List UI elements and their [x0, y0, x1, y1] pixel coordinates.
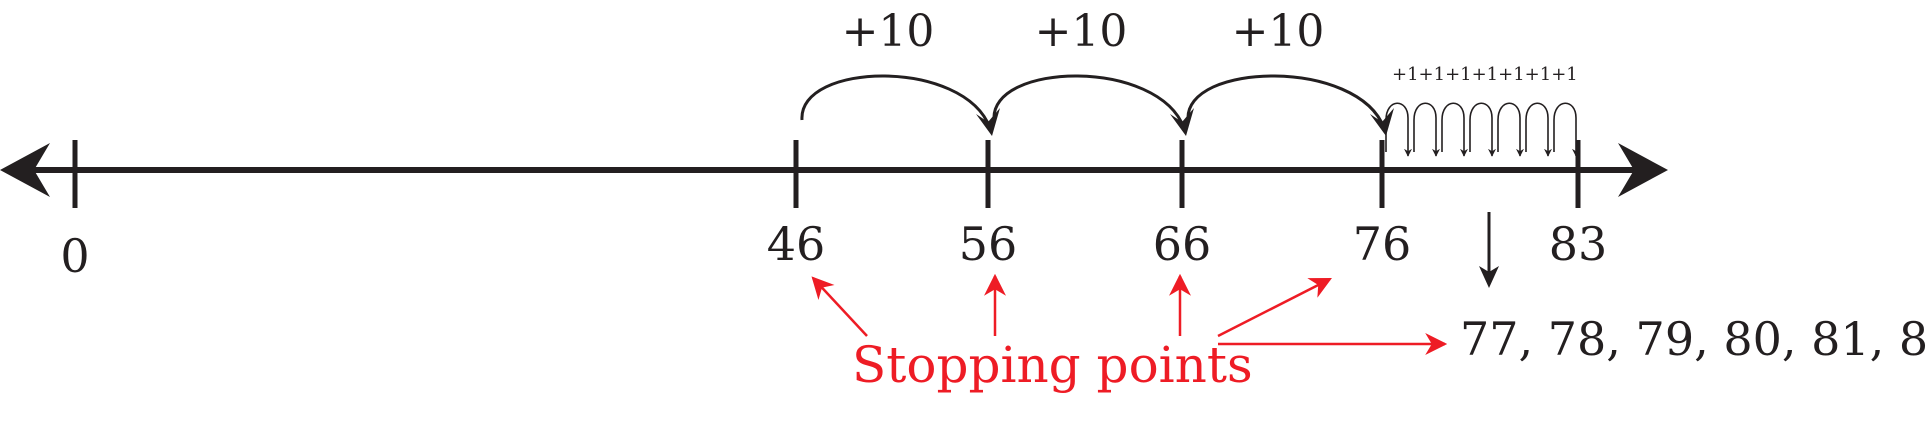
intermediate-values: 77, 78, 79, 80, 81, 82 [1460, 312, 1927, 366]
down-arrowhead [1479, 266, 1499, 288]
tick-label-46: 46 [767, 217, 826, 271]
jump-ten-arc [992, 74, 1186, 129]
jumps-of-one: +1+1+1+1+1+1+1 [1385, 64, 1580, 157]
tick-label-66: 66 [1153, 217, 1212, 271]
tick-label-83: 83 [1549, 217, 1608, 271]
jump-ten-arc [800, 74, 992, 129]
arrow-to-76 [1217, 277, 1332, 338]
right-arrowhead [1618, 143, 1668, 197]
tick-label-76: 76 [1353, 217, 1412, 271]
jump-one-arc [1497, 102, 1524, 157]
arrow-to-46 [811, 276, 868, 337]
jump-one-arc [1413, 102, 1440, 157]
tick-labels: 0 46 56 66 76 83 [60, 217, 1607, 283]
jump-ten-label: +10 [842, 6, 935, 57]
jumps-of-ten: +10 +10 +10 [800, 6, 1394, 136]
jump-one-arc [1525, 102, 1552, 157]
tick-label-56: 56 [959, 217, 1018, 271]
left-arrowhead [0, 143, 50, 197]
jump-ten-arc [1186, 74, 1386, 129]
tick-label-0: 0 [60, 229, 89, 283]
stopping-points-label: Stopping points [852, 336, 1253, 394]
tick-marks [72, 140, 1581, 208]
jump-one-arc [1553, 102, 1580, 157]
jump-ten-label: +10 [1232, 6, 1325, 57]
jump-one-arc [1441, 102, 1468, 157]
jump-one-labels: +1+1+1+1+1+1+1 [1392, 64, 1578, 85]
jump-one-arc [1385, 102, 1412, 157]
jump-ten-label: +10 [1035, 6, 1128, 57]
jump-ten-arrowhead [1370, 108, 1394, 136]
stopping-point-arrows [811, 273, 1448, 355]
jump-one-arc [1469, 102, 1496, 157]
